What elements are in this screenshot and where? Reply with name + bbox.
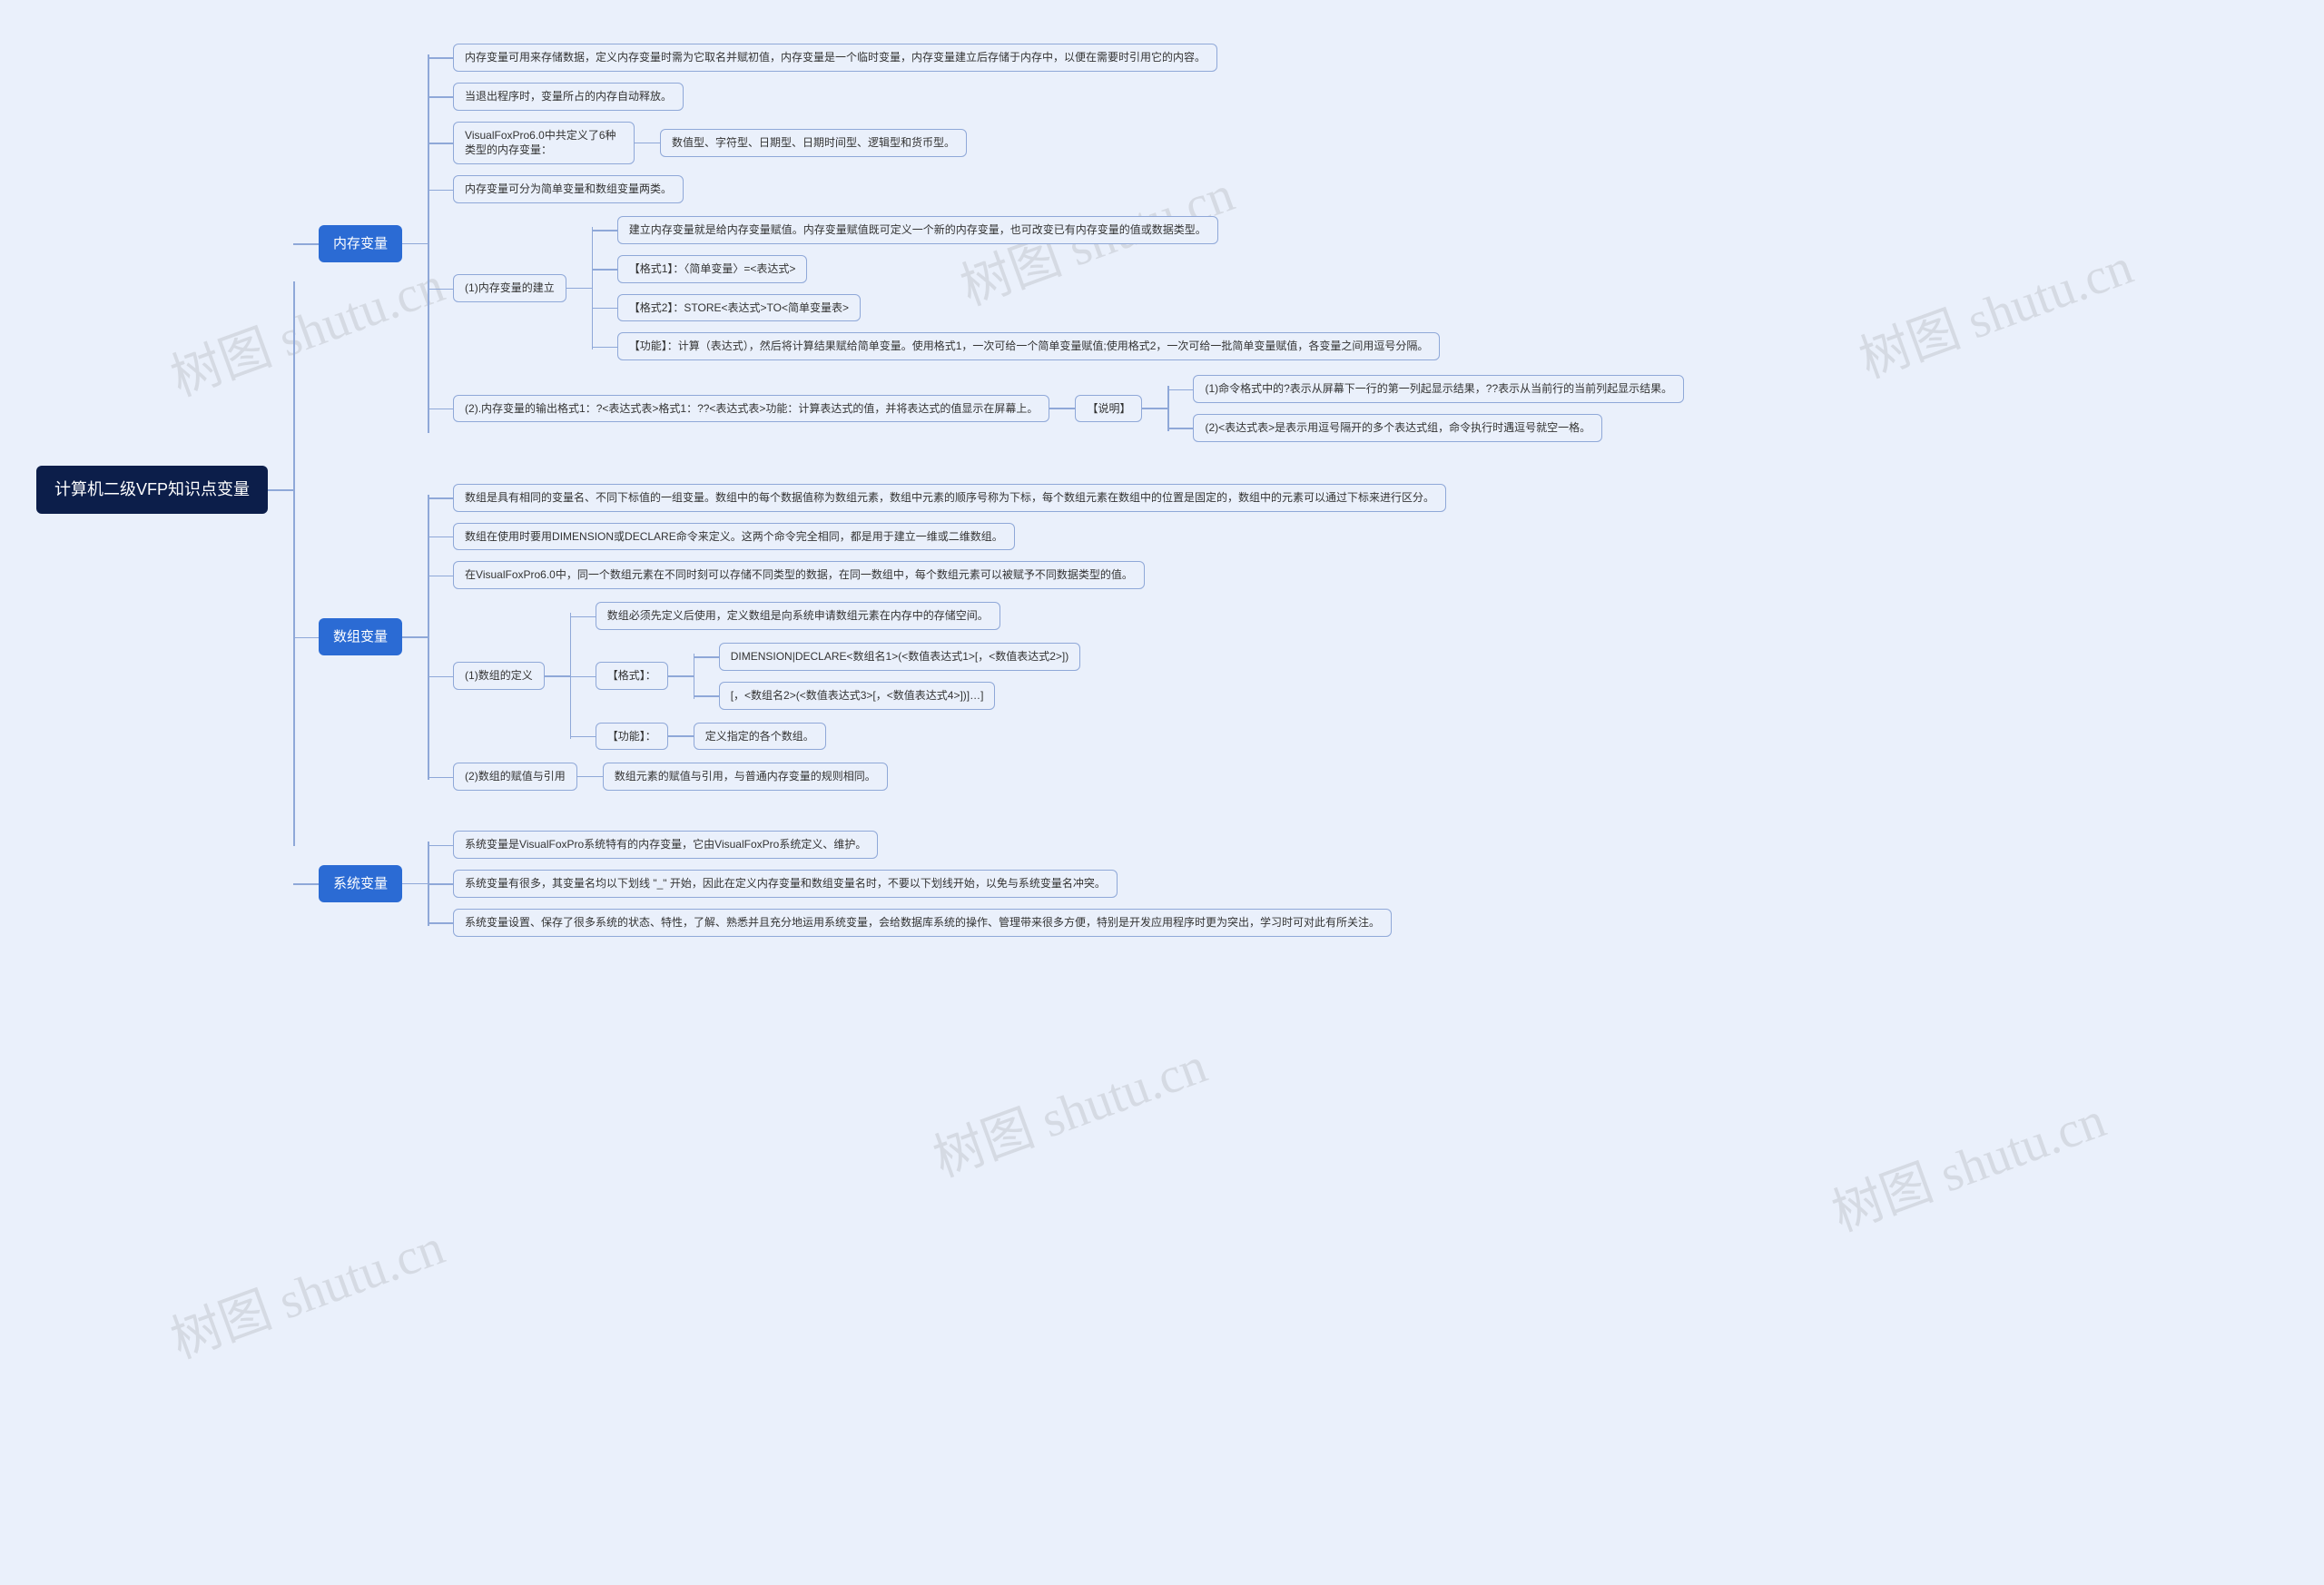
mem-s1-c: 【格式2】：STORE<表达式>TO<简单变量表> (617, 294, 861, 322)
connector-vbar (694, 637, 719, 715)
sys-c2: 系统变量有很多，其变量名均以下划线 "_" 开始，因此在定义内存变量和数组变量名… (453, 870, 1118, 898)
branch-arr: 数组变量 (319, 618, 402, 655)
connector-vbar (592, 211, 617, 366)
mem-s1-row: (1)内存变量的建立 建立内存变量就是给内存变量赋值。内存变量赋值既可定义一个新… (453, 211, 1684, 366)
connector (566, 288, 592, 290)
branch-sys-row: 系统变量 系统变量是VisualFoxPro系统特有的内存变量，它由Visual… (319, 825, 1684, 941)
connector-vbar (1167, 369, 1193, 448)
watermark: 树图 shutu.cn (1848, 226, 2142, 393)
mem-s2-e2: (2)<表达式表>是表示用逗号隔开的多个表达式组，命令执行时遇逗号就空一格。 (1193, 414, 1602, 442)
connector (668, 675, 694, 677)
mem-c3a: 数值型、字符型、日期型、日期时间型、逻辑型和货币型。 (660, 129, 967, 157)
mem-s2-expl: 【说明】 (1075, 395, 1142, 423)
arr-s1-fmt: 【格式】： (596, 662, 668, 690)
connector-vbar (428, 38, 453, 449)
mem-c4-row: 内存变量可分为简单变量和数组变量两类。 (453, 172, 1684, 207)
connector (268, 489, 293, 491)
connector (1049, 408, 1075, 409)
arr-s1: (1)数组的定义 (453, 662, 545, 690)
connector (577, 776, 603, 778)
connector (668, 735, 694, 737)
arr-s1-fn: 【功能】： (596, 723, 668, 751)
branches-wrap: 内存变量 内存变量可用来存储数据，定义内存变量时需为它取名并赋初值，内存变量是一… (293, 36, 1684, 944)
connector (402, 636, 428, 638)
arr-c1: 数组是具有相同的变量名、不同下标值的一组变量。数组中的每个数据值称为数组元素，数… (453, 484, 1446, 512)
arr-s2-a: 数组元素的赋值与引用，与普通内存变量的规则相同。 (603, 763, 888, 791)
mem-c2: 当退出程序时，变量所占的内存自动释放。 (453, 83, 684, 111)
connector (545, 675, 570, 677)
arr-c2: 数组在使用时要用DIMENSION或DECLARE命令来定义。这两个命令完全相同… (453, 523, 1015, 551)
mem-s1-a: 建立内存变量就是给内存变量赋值。内存变量赋值既可定义一个新的内存变量，也可改变已… (617, 216, 1218, 244)
mem-c1: 内存变量可用来存储数据，定义内存变量时需为它取名并赋初值，内存变量是一个临时变量… (453, 44, 1217, 72)
mem-s2: (2).内存变量的输出格式1：?<表达式表>格式1：??<表达式表>功能：计算表… (453, 395, 1049, 423)
connector (402, 883, 428, 885)
mem-c2-row: 当退出程序时，变量所占的内存自动释放。 (453, 79, 1684, 114)
arr-s1-f2: [，<数组名2>(<数值表达式3>[，<数值表达式4>])]…] (719, 682, 996, 710)
watermark: 树图 shutu.cn (1821, 1079, 2114, 1246)
arr-s1-row: (1)数组的定义 数组必须先定义后使用，定义数组是向系统申请数组元素在内存中的存… (453, 596, 1446, 755)
connector-vbar (428, 478, 453, 796)
mem-s2-e1: (1)命令格式中的?表示从屏幕下一行的第一列起显示结果，??表示从当前行的当前列… (1193, 375, 1684, 403)
mem-c3-row: VisualFoxPro6.0中共定义了6种类型的内存变量： 数值型、字符型、日… (453, 118, 1684, 169)
branch-mem: 内存变量 (319, 225, 402, 262)
arr-s1-f1: DIMENSION|DECLARE<数组名1>(<数值表达式1>[，<数值表达式… (719, 643, 1081, 671)
connector (1142, 408, 1167, 409)
branch-sys: 系统变量 (319, 865, 402, 902)
arr-s1-fn-row: 【功能】： 定义指定的各个数组。 (596, 719, 1081, 754)
arr-s1-fmt-row: 【格式】： DIMENSION|DECLARE<数组名1>(<数值表达式1>[，… (596, 637, 1081, 715)
connector (402, 243, 428, 245)
watermark: 树图 shutu.cn (922, 1025, 1216, 1192)
arr-s1-fnv: 定义指定的各个数组。 (694, 723, 826, 751)
arr-s2: (2)数组的赋值与引用 (453, 763, 577, 791)
connector-vbar (293, 36, 319, 944)
arr-c3: 在VisualFoxPro6.0中，同一个数组元素在不同时刻可以存储不同类型的数… (453, 561, 1145, 589)
mem-s1: (1)内存变量的建立 (453, 274, 566, 302)
connector (635, 143, 660, 144)
mem-s1-b: 【格式1】：〈简单变量〉=<表达式> (617, 255, 808, 283)
sys-c3: 系统变量设置、保存了很多系统的状态、特性，了解、熟悉并且充分地运用系统变量，会给… (453, 909, 1392, 937)
mem-s1-d: 【功能】：计算（表达式），然后将计算结果赋给简单变量。使用格式1，一次可给一个简… (617, 332, 1441, 360)
mem-s2-row: (2).内存变量的输出格式1：?<表达式表>格式1：??<表达式表>功能：计算表… (453, 369, 1684, 448)
mindmap-root-container: 计算机二级VFP知识点变量 内存变量 内存变量可用来存储数据，定义内存变量时需为… (36, 36, 1684, 944)
branch-mem-row: 内存变量 内存变量可用来存储数据，定义内存变量时需为它取名并赋初值，内存变量是一… (319, 38, 1684, 449)
mem-c1-row: 内存变量可用来存储数据，定义内存变量时需为它取名并赋初值，内存变量是一个临时变量… (453, 40, 1684, 75)
mem-c4: 内存变量可分为简单变量和数组变量两类。 (453, 175, 684, 203)
mem-c3: VisualFoxPro6.0中共定义了6种类型的内存变量： (453, 122, 635, 165)
arr-s1-a: 数组必须先定义后使用，定义数组是向系统申请数组元素在内存中的存储空间。 (596, 602, 1000, 630)
sys-c1: 系统变量是VisualFoxPro系统特有的内存变量，它由VisualFoxPr… (453, 831, 878, 859)
root-node: 计算机二级VFP知识点变量 (36, 466, 268, 514)
arr-s2-row: (2)数组的赋值与引用 数组元素的赋值与引用，与普通内存变量的规则相同。 (453, 759, 1446, 794)
watermark: 树图 shutu.cn (160, 1206, 453, 1373)
branch-arr-row: 数组变量 数组是具有相同的变量名、不同下标值的一组变量。数组中的每个数据值称为数… (319, 478, 1684, 796)
